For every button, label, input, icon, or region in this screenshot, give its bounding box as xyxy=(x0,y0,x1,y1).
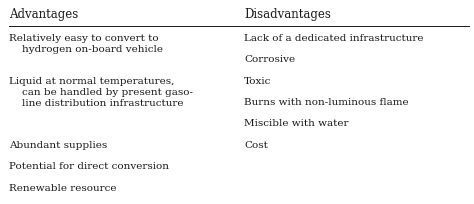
Text: Cost: Cost xyxy=(244,141,268,150)
Text: Disadvantages: Disadvantages xyxy=(244,8,331,21)
Text: Relatively easy to convert to
    hydrogen on-board vehicle: Relatively easy to convert to hydrogen o… xyxy=(9,34,164,54)
Text: Abundant supplies: Abundant supplies xyxy=(9,141,108,150)
Text: Corrosive: Corrosive xyxy=(244,55,295,64)
Text: Toxic: Toxic xyxy=(244,76,272,85)
Text: Miscible with water: Miscible with water xyxy=(244,119,348,128)
Text: Potential for direct conversion: Potential for direct conversion xyxy=(9,162,170,171)
Text: Renewable resource: Renewable resource xyxy=(9,184,117,193)
Text: Lack of a dedicated infrastructure: Lack of a dedicated infrastructure xyxy=(244,34,424,43)
Text: Advantages: Advantages xyxy=(9,8,79,21)
Text: Liquid at normal temperatures,
    can be handled by present gaso-
    line dist: Liquid at normal temperatures, can be ha… xyxy=(9,76,193,108)
Text: Burns with non-luminous flame: Burns with non-luminous flame xyxy=(244,98,409,107)
